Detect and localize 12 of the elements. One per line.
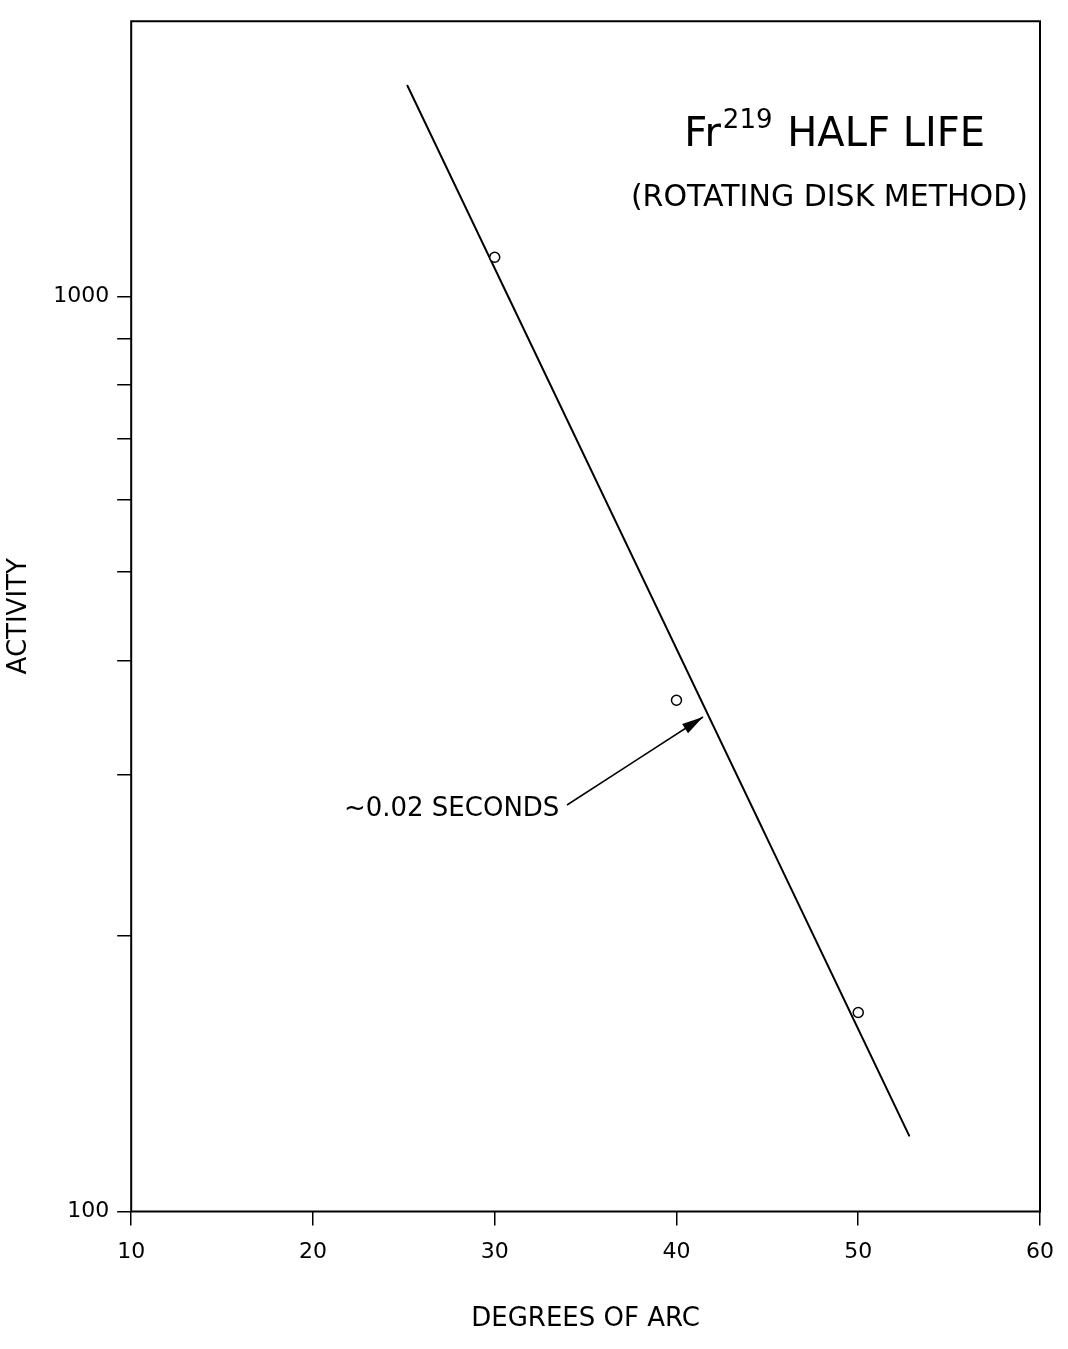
- y-tick-label: 100: [67, 1197, 110, 1223]
- x-tick-label: 30: [480, 1238, 509, 1264]
- x-tick-label: 10: [117, 1238, 146, 1264]
- annotation: ~0.02 SECONDS: [343, 791, 560, 822]
- x-tick-label: 40: [662, 1238, 691, 1264]
- x-tick-label: 60: [1026, 1238, 1054, 1264]
- x-tick-label: 20: [298, 1238, 327, 1264]
- text: (ROTATING DISK METHOD): [630, 178, 1028, 214]
- x-axis-title: DEGREES OF ARC: [471, 1302, 700, 1333]
- x-tick-label: 50: [844, 1238, 873, 1264]
- y-axis-title: ACTIVITY: [2, 558, 33, 675]
- y-tick-label: 1000: [53, 282, 110, 308]
